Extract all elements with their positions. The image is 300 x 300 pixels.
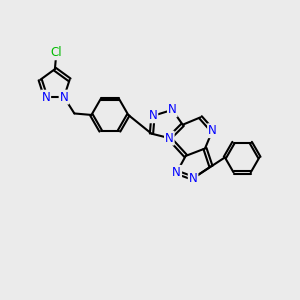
- Text: N: N: [168, 103, 177, 116]
- Text: Cl: Cl: [51, 46, 62, 59]
- Text: N: N: [148, 109, 157, 122]
- Text: N: N: [208, 124, 217, 137]
- Text: N: N: [189, 172, 197, 185]
- Text: N: N: [165, 132, 174, 145]
- Text: N: N: [41, 91, 50, 103]
- Text: N: N: [172, 166, 181, 179]
- Text: N: N: [60, 91, 68, 103]
